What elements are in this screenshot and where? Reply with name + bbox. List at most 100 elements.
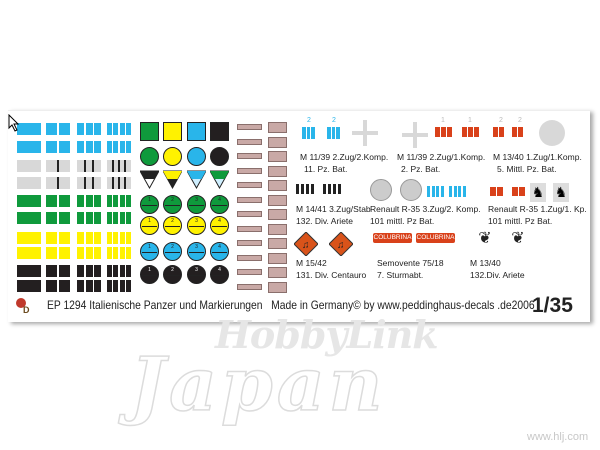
bar-number: 2 [499,117,503,124]
stripe-decal [46,123,58,135]
red-bar-decal [435,127,440,137]
red-bar-decal [462,127,467,137]
stripe-decal [77,195,84,207]
numbered-circle-symbol: 1 [140,242,159,261]
caption-line2: 101 mittl. Pz Bat. [370,216,435,226]
sheet-title: EP 1294 Italienische Panzer und Markieru… [47,298,263,312]
stripe-decal [107,265,112,277]
watermark-url: www.hlj.com [527,431,589,443]
stripe-decal [58,265,70,277]
stripe-decal [113,123,119,135]
numbered-circle-symbol: 4 [210,216,229,235]
stripe-decal [58,232,70,244]
caption-line2: 11. Pz. Bat. [304,164,348,174]
numbered-circle-symbol: 2 [163,242,182,261]
stripe-decal [113,265,119,277]
circle-symbol [163,147,182,166]
red-bar-decal [447,127,452,137]
black-bar-decal [311,184,314,194]
stripe-decal [77,177,101,189]
stripe-decal [113,232,119,244]
black-bar-decal [306,184,309,194]
license-plate-decal [268,122,287,133]
red-bar-decal [497,187,503,196]
license-plate-decal [268,194,287,206]
stripe-decal [85,195,93,207]
triangle-symbol [186,170,207,190]
blue-bar-decal [440,186,444,197]
stripe-decal [107,247,112,259]
colubrina-decal: COLUBRINA [373,233,412,243]
circle-symbol [140,147,159,166]
stripe-decal [17,160,41,172]
red-bar-decal [474,127,479,137]
stripe-decal [17,212,41,224]
stripe-decal [126,212,131,224]
license-plate-decal [268,223,287,235]
numbered-circle-symbol: 2 [163,216,182,235]
numbered-circle-symbol: 2 [163,265,182,284]
caption-line2: 7. Sturmabt. [377,270,424,280]
stripe-decal [77,141,84,153]
blue-bar-decal [327,127,331,139]
black-bar-decal [296,184,299,194]
stripe-decal [107,232,112,244]
stripe-decal [85,232,93,244]
caption-line1: M 11/39 2.Zug/1.Komp. [397,152,486,162]
red-bar-decal [493,127,498,137]
stripe-decal [58,212,70,224]
stripe-divider [118,177,120,189]
license-plate-decal [237,167,262,174]
triangle-symbol [209,170,230,190]
svg-text:♫: ♫ [302,240,310,251]
bar-number: 2 [518,117,522,124]
gray-circle-decal [539,120,565,146]
caption-line1: M 13/40 1.Zug/1.Komp. [493,152,582,162]
stripe-decal [94,232,101,244]
stripe-divider [124,160,126,172]
red-bar-decal [512,187,518,196]
watermark-brand-top: HobbyLink [215,312,439,357]
numbered-circle-symbol: 2 [163,195,182,214]
gray-cross-decal [363,120,367,146]
numbered-circle-symbol: 3 [187,216,206,235]
black-bar-decal [323,184,326,194]
license-plate-decal [268,267,287,278]
stripe-decal [94,195,101,207]
red-bar-decal [519,187,525,196]
stripe-decal [119,123,125,135]
scale-label: 1/35 [532,294,573,317]
stripe-decal [119,232,125,244]
license-plate-decal [268,281,287,293]
caption-line2: 2. Pz. Bat. [401,164,441,174]
license-plate-decal [268,165,287,177]
gray-cross-decal [413,122,417,148]
stripe-decal [94,280,101,292]
caption-line2: 131. Div. Centauro [296,270,367,280]
blue-bar-decal [427,186,430,197]
stripe-decal [113,195,119,207]
red-bar-decal [499,127,504,137]
stripe-decal [85,265,93,277]
stripe-decal [126,232,131,244]
blue-bar-decal [311,127,315,139]
license-plate-decal [237,211,262,217]
stripe-decal [85,212,93,224]
red-bar-decal [512,127,517,137]
stripe-decal [58,195,70,207]
caption-line1: Renault R-35 1.Zug/1. Kp. [488,204,587,214]
stripe-decal [17,195,41,207]
stripe-decal [46,195,58,207]
caption-line1: M 14/41 3.Zug/Stab [296,204,371,214]
caption-line2: 101 mittl. Pz Bat. [488,216,553,226]
square-symbol [210,122,229,141]
stripe-divider [112,160,114,172]
stripe-decal [119,247,125,259]
stripe-decal [107,212,112,224]
stripe-decal [126,123,131,135]
stripe-decal [119,212,125,224]
bar-number: 1 [468,117,472,124]
numbered-circle-symbol: 4 [210,195,229,214]
red-bar-decal [518,127,523,137]
